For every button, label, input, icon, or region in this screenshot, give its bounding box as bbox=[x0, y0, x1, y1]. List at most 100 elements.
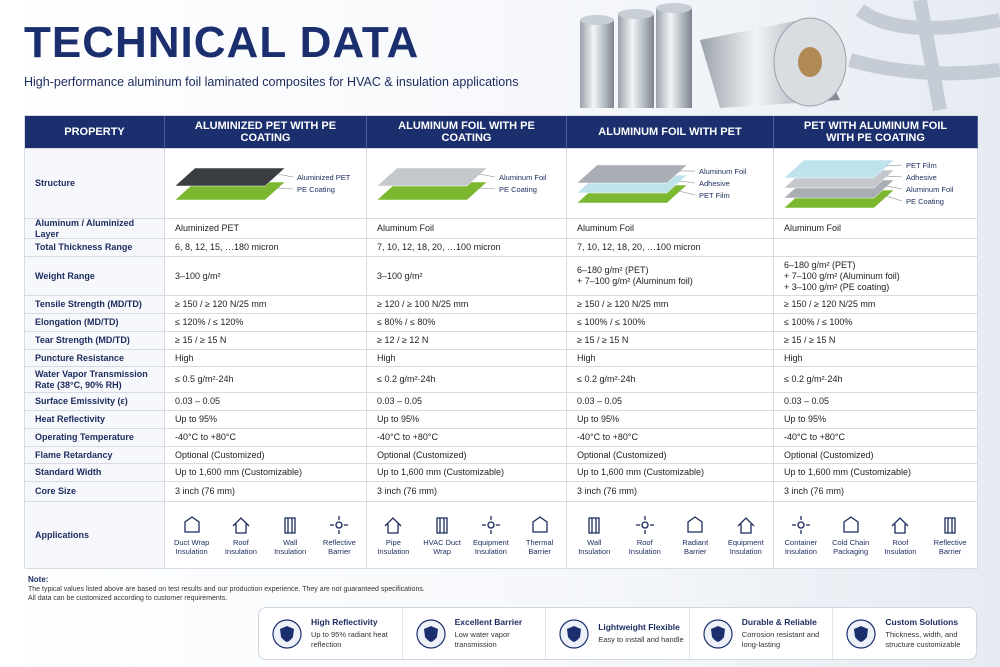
application-icon bbox=[842, 516, 859, 533]
table-cell: 7, 10, 12, 18, 20, …100 micron bbox=[567, 239, 774, 257]
icon-shape bbox=[710, 625, 725, 642]
row-label: Core Size bbox=[25, 482, 165, 502]
spec-table: PROPERTY ALUMINIZED PET WITH PE COATING AL… bbox=[24, 115, 978, 569]
table-cell: ≤ 0.2 g/m²·24h bbox=[367, 367, 567, 393]
layer-label: PET Film bbox=[906, 161, 937, 170]
layer bbox=[174, 181, 286, 201]
leader-line bbox=[885, 195, 903, 202]
row-label: Heat Reflectivity bbox=[25, 411, 165, 429]
application-icon bbox=[791, 516, 810, 534]
table-cell: 3–100 g/m² bbox=[165, 257, 367, 296]
layer bbox=[376, 181, 488, 201]
table-cell: 6, 8, 12, 15, …180 micron bbox=[165, 239, 367, 257]
note-line: All data can be customized according to … bbox=[28, 595, 228, 602]
product-photo bbox=[580, 0, 1000, 112]
application-icon bbox=[384, 517, 402, 534]
table-cell: Up to 1,600 mm (Customizable) bbox=[774, 464, 978, 482]
table-cell: ≥ 120 / ≥ 100 N/25 mm bbox=[367, 296, 567, 314]
applications-cell: Wall Insulation Roof Insulation Radiant Ba… bbox=[567, 502, 774, 569]
feature: Excellent Barrier Low water vapor transmi… bbox=[401, 608, 546, 659]
layer-label: PET Film bbox=[699, 191, 730, 200]
application-label: Roof Insulation bbox=[884, 538, 917, 556]
application-label: Equipment Insulation bbox=[727, 538, 764, 556]
feature-title: High Reflectivity bbox=[311, 617, 378, 627]
feature-text: High Reflectivity Up to 95% radiant heat … bbox=[311, 617, 399, 650]
application-label: Wall Insulation bbox=[578, 538, 611, 556]
layer-label: Aluminum Foil bbox=[499, 173, 547, 182]
layer-label: Aluminum Foil bbox=[906, 185, 954, 194]
row-label: Total Thickness Range bbox=[25, 239, 165, 257]
icon-shape bbox=[842, 516, 859, 533]
application-label: Reflective Barrier bbox=[322, 538, 356, 556]
table-cell: High bbox=[165, 350, 367, 367]
note-line: The typical values listed above are base… bbox=[28, 585, 425, 593]
table-cell: ≥ 15 / ≥ 15 N bbox=[774, 332, 978, 350]
row-label: Applications bbox=[25, 502, 165, 569]
icon-shape bbox=[588, 517, 600, 534]
table-cell: ≤ 100% / ≤ 100% bbox=[774, 314, 978, 332]
structure-cell: Aluminum Foil PE Coating bbox=[367, 149, 567, 219]
feature-desc: Easy to install and handle bbox=[598, 635, 684, 644]
application-label: Reflective Barrier bbox=[933, 538, 967, 556]
table-cell: 3–100 g/m² bbox=[367, 257, 567, 296]
feature-icon bbox=[846, 618, 876, 649]
structure-cell: Aluminized PET PE Coating bbox=[165, 149, 367, 219]
application: Equipment Insulation bbox=[722, 514, 770, 556]
table-cell: ≥ 150 / ≥ 120 N/25 mm bbox=[567, 296, 774, 314]
application: Wall Insulation bbox=[266, 514, 314, 556]
table-cell: Optional (Customized) bbox=[165, 447, 367, 464]
icon-shape bbox=[531, 516, 548, 533]
table-cell: 6–180 g/m² (PET) + 7–100 g/m² (Aluminum f… bbox=[774, 257, 978, 296]
table-cell: ≤ 0.2 g/m²·24h bbox=[774, 367, 978, 393]
layer-label: PE Coating bbox=[297, 185, 335, 194]
structure-cell: Aluminum Foil Adhesive PET Film bbox=[567, 149, 774, 219]
application-icon bbox=[330, 516, 349, 534]
feature-desc: Up to 95% radiant heat reflection bbox=[311, 630, 388, 649]
icon-shape bbox=[284, 517, 296, 534]
table-cell: Optional (Customized) bbox=[567, 447, 774, 464]
feature-title: Lightweight Flexible bbox=[598, 622, 680, 632]
feature-text: Excellent Barrier Low water vapor transmi… bbox=[455, 617, 543, 650]
table-cell: ≤ 100% / ≤ 100% bbox=[567, 314, 774, 332]
leader-line bbox=[885, 185, 903, 190]
row-label: Tensile Strength (MD/TD) bbox=[25, 296, 165, 314]
structure-diagram: Aluminum Foil Adhesive PET Film bbox=[576, 164, 747, 204]
row-label: Water Vapor Transmission Rate (38°C, 90%… bbox=[25, 367, 165, 393]
cell-line: 6–180 g/m² (PET) bbox=[577, 265, 649, 275]
application-label: Duct Wrap Insulation bbox=[173, 538, 210, 556]
icon-shape bbox=[567, 625, 582, 642]
feature-desc: Low water vapor transmission bbox=[454, 630, 510, 649]
table-cell: Up to 95% bbox=[774, 411, 978, 429]
table-cell: ≥ 15 / ≥ 15 N bbox=[567, 332, 774, 350]
icon-shape bbox=[791, 516, 810, 534]
table-cell: Optional (Customized) bbox=[367, 447, 567, 464]
column-header: ALUMINUM FOIL WITH PE COATING bbox=[367, 116, 567, 149]
row-label: Weight Range bbox=[25, 257, 165, 296]
table-cell: -40°C to +80°C bbox=[567, 429, 774, 447]
table-cell: 0.03 – 0.05 bbox=[165, 393, 367, 411]
cell-line: 6–180 g/m² (PET) bbox=[784, 259, 856, 270]
icon-shape bbox=[635, 516, 654, 534]
application-icon bbox=[891, 517, 909, 534]
leader-line bbox=[678, 180, 696, 184]
layer bbox=[783, 159, 895, 179]
feature-icon bbox=[272, 618, 302, 649]
layer bbox=[576, 164, 688, 184]
feature-icon bbox=[559, 618, 589, 649]
layer-label: PE Coating bbox=[906, 197, 944, 206]
row-label: Structure bbox=[25, 149, 165, 219]
note: Note: The typical values listed above ar… bbox=[28, 575, 425, 604]
table-cell: Up to 95% bbox=[367, 411, 567, 429]
feature-text: Lightweight Flexible Easy to install and … bbox=[598, 622, 686, 645]
table-cell: Aluminum Foil bbox=[774, 219, 978, 239]
application-icon bbox=[944, 517, 956, 534]
icon-shape bbox=[384, 517, 402, 534]
application-icon bbox=[183, 516, 200, 533]
application-icon bbox=[481, 516, 500, 534]
cell-line: + 3–100 g/m² (PE coating) bbox=[784, 281, 890, 292]
table-cell: ≤ 0.5 g/m²·24h bbox=[165, 367, 367, 393]
icon-shape bbox=[330, 516, 349, 534]
table-cell: 6–180 g/m² (PET) + 7–100 g/m² (Aluminum f… bbox=[567, 257, 774, 296]
leader-line bbox=[276, 187, 294, 190]
table-cell: ≥ 15 / ≥ 15 N bbox=[165, 332, 367, 350]
